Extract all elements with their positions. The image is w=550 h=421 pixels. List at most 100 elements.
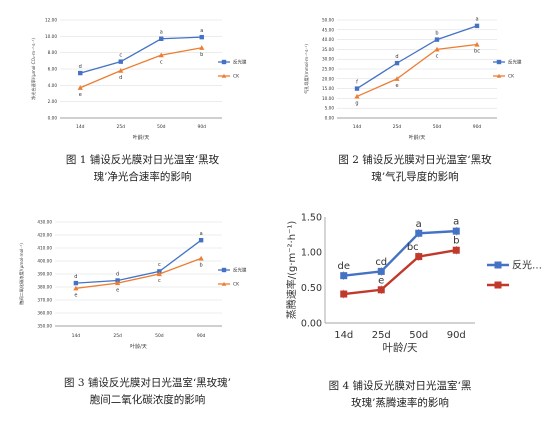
- data-point: [452, 227, 460, 235]
- significance-label: a: [453, 217, 459, 228]
- data-point: [159, 36, 164, 41]
- y-tick-label: 25.00: [322, 66, 334, 71]
- significance-label: a: [200, 28, 203, 34]
- significance-label: d: [116, 271, 119, 277]
- x-tick-label: 25d: [113, 333, 122, 339]
- y-axis-title: 气孔导度/(mmol·m⁻²·s⁻¹): [303, 44, 310, 94]
- significance-label: c: [119, 52, 122, 58]
- significance-label: b: [200, 263, 203, 269]
- data-point: [340, 290, 348, 298]
- legend-label: CK: [233, 282, 240, 288]
- legend-marker: [221, 267, 227, 273]
- y-tick-label: 400.00: [37, 258, 52, 263]
- transpiration-chart: 0.00 0.50 1.00 1.50 14d 25d 50d 90d 叶龄/天 蒸腾速率/(g·…: [285, 212, 542, 354]
- x-axis-title: 叶龄/天: [130, 343, 147, 350]
- y-tick-label: 370.00: [37, 297, 52, 302]
- x-tick-label: 25d: [116, 124, 125, 130]
- x-tick-label: 50d: [155, 333, 164, 339]
- legend-marker: [494, 261, 502, 269]
- caption-fig4-line2: 玫瑰’蒸腾速率的影响: [351, 397, 449, 409]
- significance-label: c: [158, 262, 161, 268]
- series-line: [356, 43, 478, 98]
- y-tick-label: 12.00: [45, 17, 57, 22]
- significance-label: e: [378, 275, 384, 286]
- x-axis-title: 叶龄/天: [382, 341, 418, 354]
- significance-label: d: [395, 54, 398, 60]
- caption-fig2-line2: 瑰’气孔导度的影响: [371, 171, 459, 183]
- data-point: [452, 246, 460, 254]
- y-tick-label: 0.00: [325, 115, 335, 120]
- significance-label: b: [453, 236, 459, 247]
- data-point: [394, 76, 400, 81]
- significance-label: e: [74, 293, 77, 299]
- series-line: [79, 47, 202, 89]
- y-tick-label: 8.00: [48, 50, 58, 55]
- x-axis-title: 叶龄/天: [133, 134, 150, 141]
- legend-label: 反光膜: [508, 59, 522, 66]
- y-tick-label: 10.00: [45, 34, 57, 39]
- x-tick-label: 50d: [433, 124, 442, 130]
- significance-label: cd: [375, 257, 387, 268]
- data-point: [354, 86, 360, 91]
- significance-label: c: [436, 54, 439, 60]
- legend-marker: [221, 73, 227, 78]
- series-line: [75, 239, 202, 284]
- significance-label: bc: [474, 49, 480, 55]
- chart-panel-2: 0.00 5.00 10.00 15.00 20.00 25.00 30.00 35.00 40…: [275, 0, 550, 145]
- data-point: [73, 285, 79, 291]
- data-point: [434, 46, 440, 52]
- y-tick-label: 0.00: [48, 115, 58, 120]
- data-point: [156, 271, 162, 277]
- legend-marker: [221, 281, 227, 286]
- data-point: [354, 93, 360, 99]
- legend-label: 反光膜: [233, 59, 247, 66]
- data-point: [158, 52, 164, 58]
- series-line: [75, 257, 202, 289]
- data-point: [118, 59, 123, 64]
- data-point: [73, 280, 79, 286]
- y-tick-label: 410.00: [37, 245, 52, 250]
- y-tick-label: 20.00: [322, 76, 334, 81]
- y-tick-label: 4.00: [48, 83, 58, 88]
- caption-fig2: 图 2 铺设反光膜对日光温室‘黑玫 瑰’气孔导度的影响: [300, 152, 530, 186]
- data-point: [198, 238, 204, 243]
- data-point: [377, 267, 385, 275]
- data-point: [340, 272, 348, 280]
- y-tick-label: 420.00: [37, 232, 52, 237]
- y-tick-label: 390.00: [37, 271, 52, 276]
- data-point: [115, 280, 121, 286]
- x-tick-label: 14d: [72, 333, 81, 339]
- y-tick-label: 1.00: [301, 248, 322, 259]
- legend-marker: [221, 59, 227, 65]
- significance-label: a: [160, 30, 163, 36]
- legend-label: CK: [508, 74, 515, 80]
- x-tick-label: 90d: [197, 333, 206, 339]
- series-line: [343, 229, 457, 277]
- y-tick-label: 380.00: [37, 284, 52, 289]
- series-line: [80, 36, 202, 74]
- y-tick-label: 1.50: [301, 212, 322, 223]
- data-point: [198, 255, 204, 261]
- x-axis-title: 叶龄/天: [409, 134, 426, 141]
- stomatal-conductance-chart: 0.00 5.00 10.00 15.00 20.00 25.00 30.00 35.00 40…: [303, 17, 522, 141]
- data-point: [77, 85, 83, 90]
- significance-label: c: [158, 278, 161, 284]
- y-axis-title: 蒸腾速率/(g·m⁻²·h⁻¹): [285, 221, 298, 320]
- caption-fig2-line1: 图 2 铺设反光膜对日光温室‘黑玫: [338, 154, 492, 166]
- significance-label: e: [395, 83, 398, 89]
- legend-marker: [496, 59, 502, 65]
- significance-label: d: [74, 274, 77, 280]
- y-tick-label: 5.00: [325, 106, 335, 111]
- caption-fig4-line1: 图 4 铺设反光膜对日光温室‘黑: [328, 380, 472, 392]
- caption-fig1-line2: 瑰’净光合速率的影响: [93, 171, 192, 183]
- x-tick-label: 50d: [157, 124, 166, 130]
- caption-fig3: 图 3 铺设反光膜对日光温室‘黑玫瑰’ 胞间二氧化碳浓度的影响: [30, 375, 265, 409]
- y-tick-label: 15.00: [322, 86, 334, 91]
- data-point: [434, 37, 440, 42]
- significance-label: e: [116, 287, 119, 293]
- series-line: [356, 25, 478, 90]
- x-tick-label: 25d: [372, 330, 391, 341]
- legend-marker: [494, 281, 502, 289]
- data-point: [474, 41, 480, 47]
- y-tick-label: 430.00: [37, 219, 52, 224]
